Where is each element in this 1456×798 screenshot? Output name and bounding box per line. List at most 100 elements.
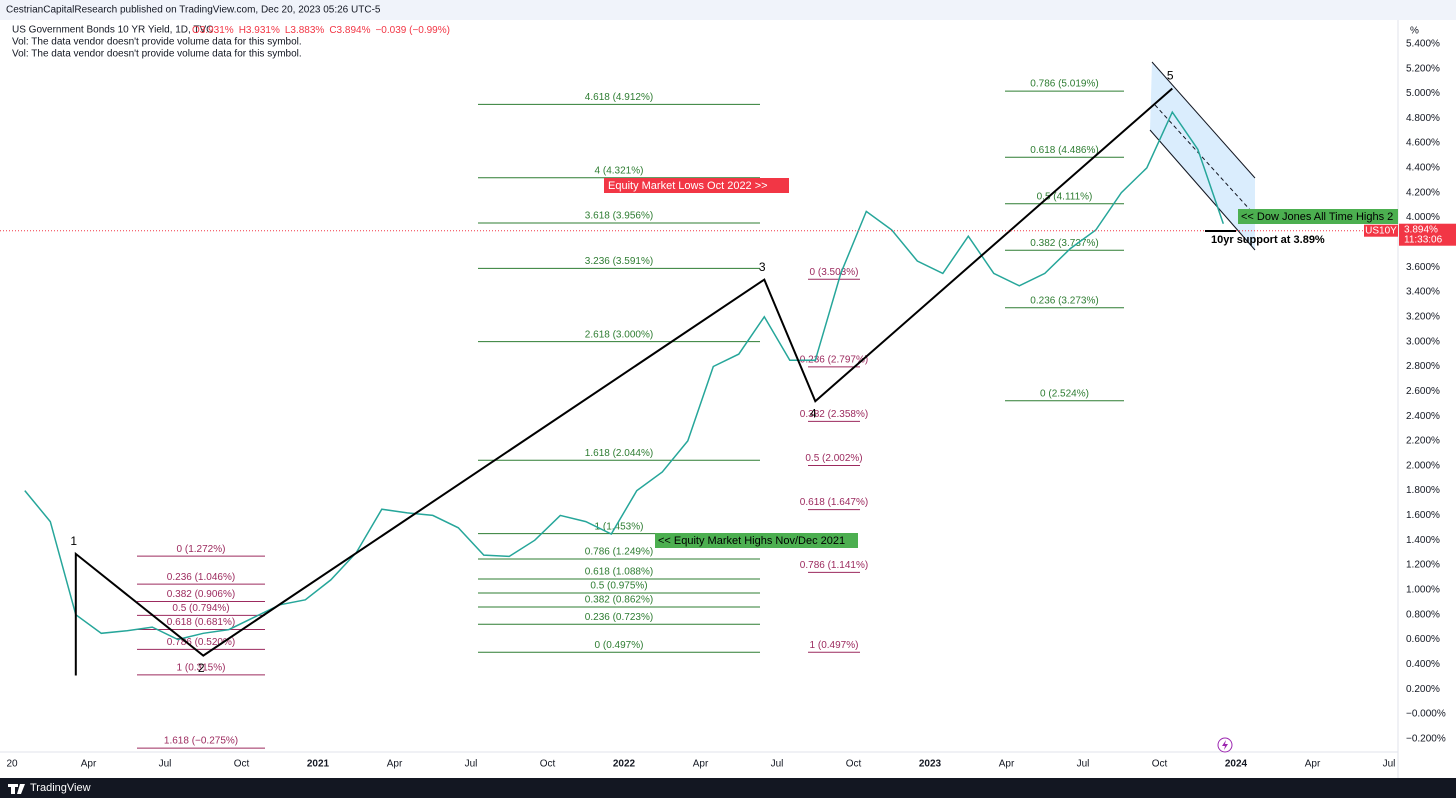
y-tick-label: 5.200% xyxy=(1406,63,1440,74)
fib-label: 1 (0.497%) xyxy=(810,640,859,651)
last-price-label: 3.894% xyxy=(1404,224,1438,235)
channel-line xyxy=(1151,61,1256,179)
ohlc-value: O3.931% xyxy=(192,25,234,36)
y-tick-label: 4.000% xyxy=(1406,212,1440,223)
callout-box xyxy=(655,533,858,548)
fib-label: 0.382 (0.862%) xyxy=(585,595,653,606)
fib-label: 0.382 (3.737%) xyxy=(1030,238,1098,249)
vol-note: Vol: The data vendor doesn't provide vol… xyxy=(12,37,302,48)
fib-label: 0 (2.524%) xyxy=(1040,388,1089,399)
channel-line xyxy=(1149,129,1256,251)
y-tick-label: −0.000% xyxy=(1406,709,1446,720)
x-tick-label: 2021 xyxy=(307,759,330,770)
fib-label: 1.618 (2.044%) xyxy=(585,448,653,459)
x-tick-label: 2024 xyxy=(1225,759,1248,770)
y-tick-label: 5.000% xyxy=(1406,88,1440,99)
ohlc-value: −0.039 (−0.99%) xyxy=(375,25,450,36)
x-tick-label: 2023 xyxy=(919,759,942,770)
fib-label: 0.786 (0.520%) xyxy=(167,637,235,648)
fib-label: 0.236 (0.723%) xyxy=(585,612,653,623)
wave-label: 4 xyxy=(810,406,817,420)
x-tick-label: Oct xyxy=(234,759,250,770)
header-bar xyxy=(0,0,1456,20)
callout: Equity Market Lows Oct 2022 >> xyxy=(608,180,768,192)
y-tick-label: 3.200% xyxy=(1406,311,1440,322)
y-tick-label: 4.400% xyxy=(1406,163,1440,174)
series-tag-label: US10Y xyxy=(1365,225,1397,236)
x-tick-label: Apr xyxy=(387,759,403,770)
x-tick-label: Oct xyxy=(540,759,556,770)
fib-label: 0.236 (3.273%) xyxy=(1030,295,1098,306)
fib-label: 0.618 (1.647%) xyxy=(800,497,868,508)
fib-label: 0.786 (1.249%) xyxy=(585,547,653,558)
fib-label: 0 (1.272%) xyxy=(177,544,226,555)
y-tick-label: 4.800% xyxy=(1406,113,1440,124)
series-tag xyxy=(1364,224,1398,237)
y-tick-label: 0.800% xyxy=(1406,609,1440,620)
fib-label: 3.618 (3.956%) xyxy=(585,211,653,222)
fib-label: 0.786 (5.019%) xyxy=(1030,79,1098,90)
fib-label: 0.236 (2.797%) xyxy=(800,354,868,365)
fib-label: 1 (1.453%) xyxy=(595,521,644,532)
y-tick-label: 1.600% xyxy=(1406,510,1440,521)
price-line xyxy=(24,110,1225,641)
ohlc-value: L3.883% xyxy=(285,25,325,36)
event-icon-bolt xyxy=(1222,740,1228,750)
y-tick-label: 0.600% xyxy=(1406,634,1440,645)
y-tick-label: 1.400% xyxy=(1406,535,1440,546)
x-tick-label: Apr xyxy=(1305,759,1321,770)
x-tick-label: Jul xyxy=(1383,759,1396,770)
plot: 5.400% 5.200% 5.000% 4.800% 4.600% 4.400% 4.20… xyxy=(0,38,1456,770)
wave-label: 1 xyxy=(70,534,77,548)
y-tick-label: 3.600% xyxy=(1406,262,1440,273)
fib-label: 4.618 (4.912%) xyxy=(585,92,653,103)
fib-label: 0.5 (0.975%) xyxy=(590,581,647,592)
channel xyxy=(1150,62,1255,250)
fib-label: 0 (3.503%) xyxy=(810,267,859,278)
y-tick-label: 2.600% xyxy=(1406,386,1440,397)
y-tick-label: 5.400% xyxy=(1406,38,1440,49)
fib-label: 0.786 (1.141%) xyxy=(800,560,868,571)
y-unit: % xyxy=(1410,26,1419,37)
ohlc-value: H3.931% xyxy=(239,25,280,36)
y-tick-label: −0.200% xyxy=(1406,733,1446,744)
ohlc-value: C3.894% xyxy=(329,25,370,36)
fib-label: 1 (0.315%) xyxy=(177,663,226,674)
y-tick-label: 2.000% xyxy=(1406,460,1440,471)
y-tick-label: 1.000% xyxy=(1406,585,1440,596)
brand-logo xyxy=(8,784,25,794)
x-tick-label: Jul xyxy=(465,759,478,770)
callout: << Equity Market Highs Nov/Dec 2021 xyxy=(658,535,845,547)
fib-label: 4 (4.321%) xyxy=(595,165,644,176)
ohlc: O3.931% H3.931% L3.883% C3.894% −0.039 (−0.9… xyxy=(192,25,450,36)
fib-label: 0.618 (4.486%) xyxy=(1030,145,1098,156)
fib-label: 2.618 (3.000%) xyxy=(585,329,653,340)
x-tick-label: Oct xyxy=(846,759,862,770)
y-tick-label: 0.200% xyxy=(1406,684,1440,695)
fib-label: 0.5 (0.794%) xyxy=(172,603,229,614)
y-tick-label: 4.600% xyxy=(1406,138,1440,149)
y-tick-label: 1.200% xyxy=(1406,560,1440,571)
fib-label: 0.618 (1.088%) xyxy=(585,567,653,578)
callout-box xyxy=(604,178,789,193)
fib-label: 0.5 (2.002%) xyxy=(805,453,862,464)
y-tick-label: 3.400% xyxy=(1406,287,1440,298)
y-tick-label: 2.200% xyxy=(1406,436,1440,447)
y-tick-label: 0.400% xyxy=(1406,659,1440,670)
wave-line xyxy=(74,87,1173,676)
y-tick-label: 2.800% xyxy=(1406,361,1440,372)
fib-label: 0.618 (0.681%) xyxy=(167,617,235,628)
fib-label: 0.5 (4.111%) xyxy=(1037,191,1093,202)
last-price-tag xyxy=(1399,223,1456,246)
callout: << Dow Jones All Time Highs 2 xyxy=(1241,211,1393,223)
y-tick-label: 2.400% xyxy=(1406,411,1440,422)
fib-label: 0.382 (0.906%) xyxy=(167,589,235,600)
x-tick-label: Jul xyxy=(771,759,784,770)
x-tick-label: Apr xyxy=(693,759,709,770)
brand: TradingView xyxy=(30,782,91,794)
wave-label: 5 xyxy=(1167,69,1174,83)
event-icon[interactable] xyxy=(1217,737,1233,753)
y-tick-label: 4.200% xyxy=(1406,187,1440,198)
